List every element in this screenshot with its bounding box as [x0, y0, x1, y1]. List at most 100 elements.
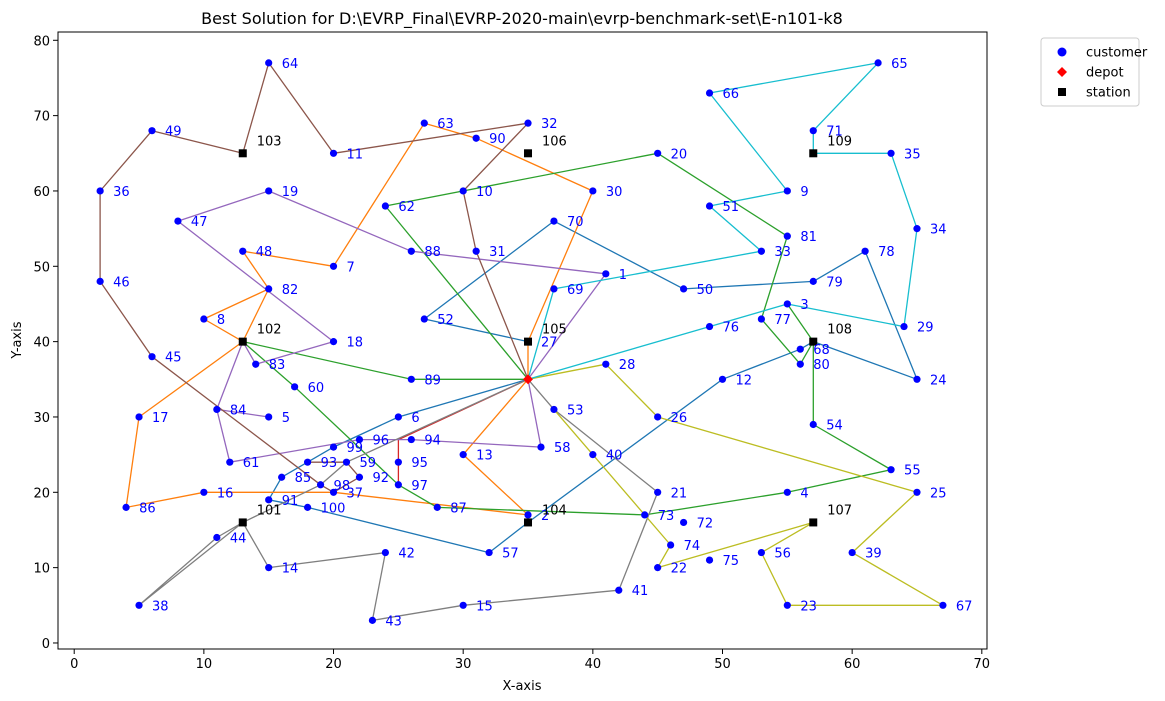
x-tick-label: 10: [196, 657, 213, 672]
station-point: [238, 337, 247, 346]
customer-point: [809, 277, 817, 285]
customer-point: [355, 473, 364, 481]
customer-label: 93: [321, 456, 338, 471]
customer-label: 62: [398, 200, 415, 215]
station-label: 102: [257, 323, 282, 338]
customer-label: 57: [502, 547, 519, 562]
customer-label: 70: [567, 215, 584, 230]
customer-label: 56: [774, 547, 791, 562]
customer-point: [303, 458, 312, 466]
customer-point: [265, 564, 273, 572]
customer-point: [329, 338, 338, 346]
customer-point: [550, 217, 558, 225]
customer-label: 55: [904, 464, 921, 479]
customer-point: [329, 443, 338, 451]
customer-label: 33: [774, 245, 791, 260]
customer-point: [783, 187, 791, 195]
legend-depot-marker: [1057, 67, 1067, 77]
depot-point: [523, 374, 534, 385]
customer-point: [394, 481, 402, 489]
customer-label: 54: [826, 418, 843, 433]
customer-point: [265, 285, 273, 293]
route-line-5: [384, 152, 814, 380]
customer-label: 69: [567, 283, 584, 298]
customer-point: [913, 488, 921, 496]
route-line-2: [125, 288, 529, 516]
customer-label: 95: [411, 456, 428, 471]
customer-label: 84: [230, 403, 247, 418]
customer-point: [213, 405, 221, 414]
customer-point: [329, 149, 338, 157]
customer-label: 79: [826, 275, 843, 290]
customer-point: [278, 473, 286, 481]
customer-label: 63: [437, 117, 454, 132]
customer-point: [329, 262, 338, 270]
customer-label: 8: [217, 313, 225, 328]
customer-point: [913, 225, 921, 233]
axes-frame: [57, 31, 988, 650]
route-line-3: [242, 122, 594, 380]
customer-point: [226, 458, 234, 466]
customer-point: [667, 541, 675, 549]
legend-station-label: station: [1086, 86, 1131, 101]
customer-label: 90: [489, 132, 506, 147]
legend-customer-label: customer: [1086, 46, 1148, 61]
customer-label: 92: [372, 471, 389, 486]
customer-point: [602, 360, 610, 368]
customer-label: 72: [697, 516, 714, 531]
x-tick-label: 0: [70, 657, 78, 672]
customer-label: 21: [671, 486, 688, 501]
station-label: 104: [542, 503, 567, 518]
customer-label: 61: [243, 456, 260, 471]
station-point: [809, 337, 818, 346]
station-point: [524, 149, 533, 158]
station-point: [524, 518, 533, 527]
customer-point: [705, 556, 714, 564]
customer-point: [252, 360, 260, 368]
customer-label: 91: [282, 494, 299, 509]
legend-customer-marker: [1057, 47, 1067, 57]
customer-label: 88: [424, 245, 441, 260]
customer-point: [407, 375, 415, 383]
customer-label: 59: [359, 456, 376, 471]
customer-label: 83: [269, 358, 286, 373]
customer-point: [718, 375, 727, 383]
customer-point: [472, 247, 480, 255]
customer-label: 37: [347, 486, 364, 501]
customer-label: 11: [347, 147, 364, 162]
y-tick-label: 0: [42, 637, 50, 652]
station-label: 105: [542, 323, 567, 338]
customer-point: [615, 586, 623, 594]
customer-point: [550, 405, 558, 414]
station-label: 101: [257, 503, 282, 518]
customer-label: 27: [541, 336, 558, 351]
customer-point: [654, 413, 662, 421]
customer-label: 96: [372, 434, 389, 449]
customer-point: [148, 127, 156, 135]
y-tick-label: 20: [33, 486, 50, 501]
customer-label: 24: [930, 373, 947, 388]
customer-label: 89: [424, 373, 441, 388]
customer-point: [783, 488, 791, 496]
customer-point: [705, 89, 714, 97]
customer-label: 32: [541, 117, 558, 132]
customer-label: 76: [723, 321, 740, 336]
customer-label: 31: [489, 245, 506, 260]
x-axis-label: X-axis: [503, 679, 542, 694]
customer-point: [342, 458, 351, 466]
customer-point: [796, 360, 804, 368]
customer-label: 41: [632, 584, 649, 599]
customer-label: 13: [476, 449, 493, 464]
customer-label: 81: [800, 230, 817, 245]
customer-label: 85: [295, 471, 312, 486]
customer-point: [368, 616, 377, 624]
y-tick-label: 70: [33, 110, 50, 125]
x-tick-label: 20: [325, 657, 342, 672]
markers: [96, 59, 947, 624]
customer-label: 10: [476, 185, 493, 200]
customer-point: [420, 315, 428, 323]
customer-point: [589, 451, 597, 459]
customer-point: [900, 322, 908, 331]
customer-label: 45: [165, 351, 182, 366]
